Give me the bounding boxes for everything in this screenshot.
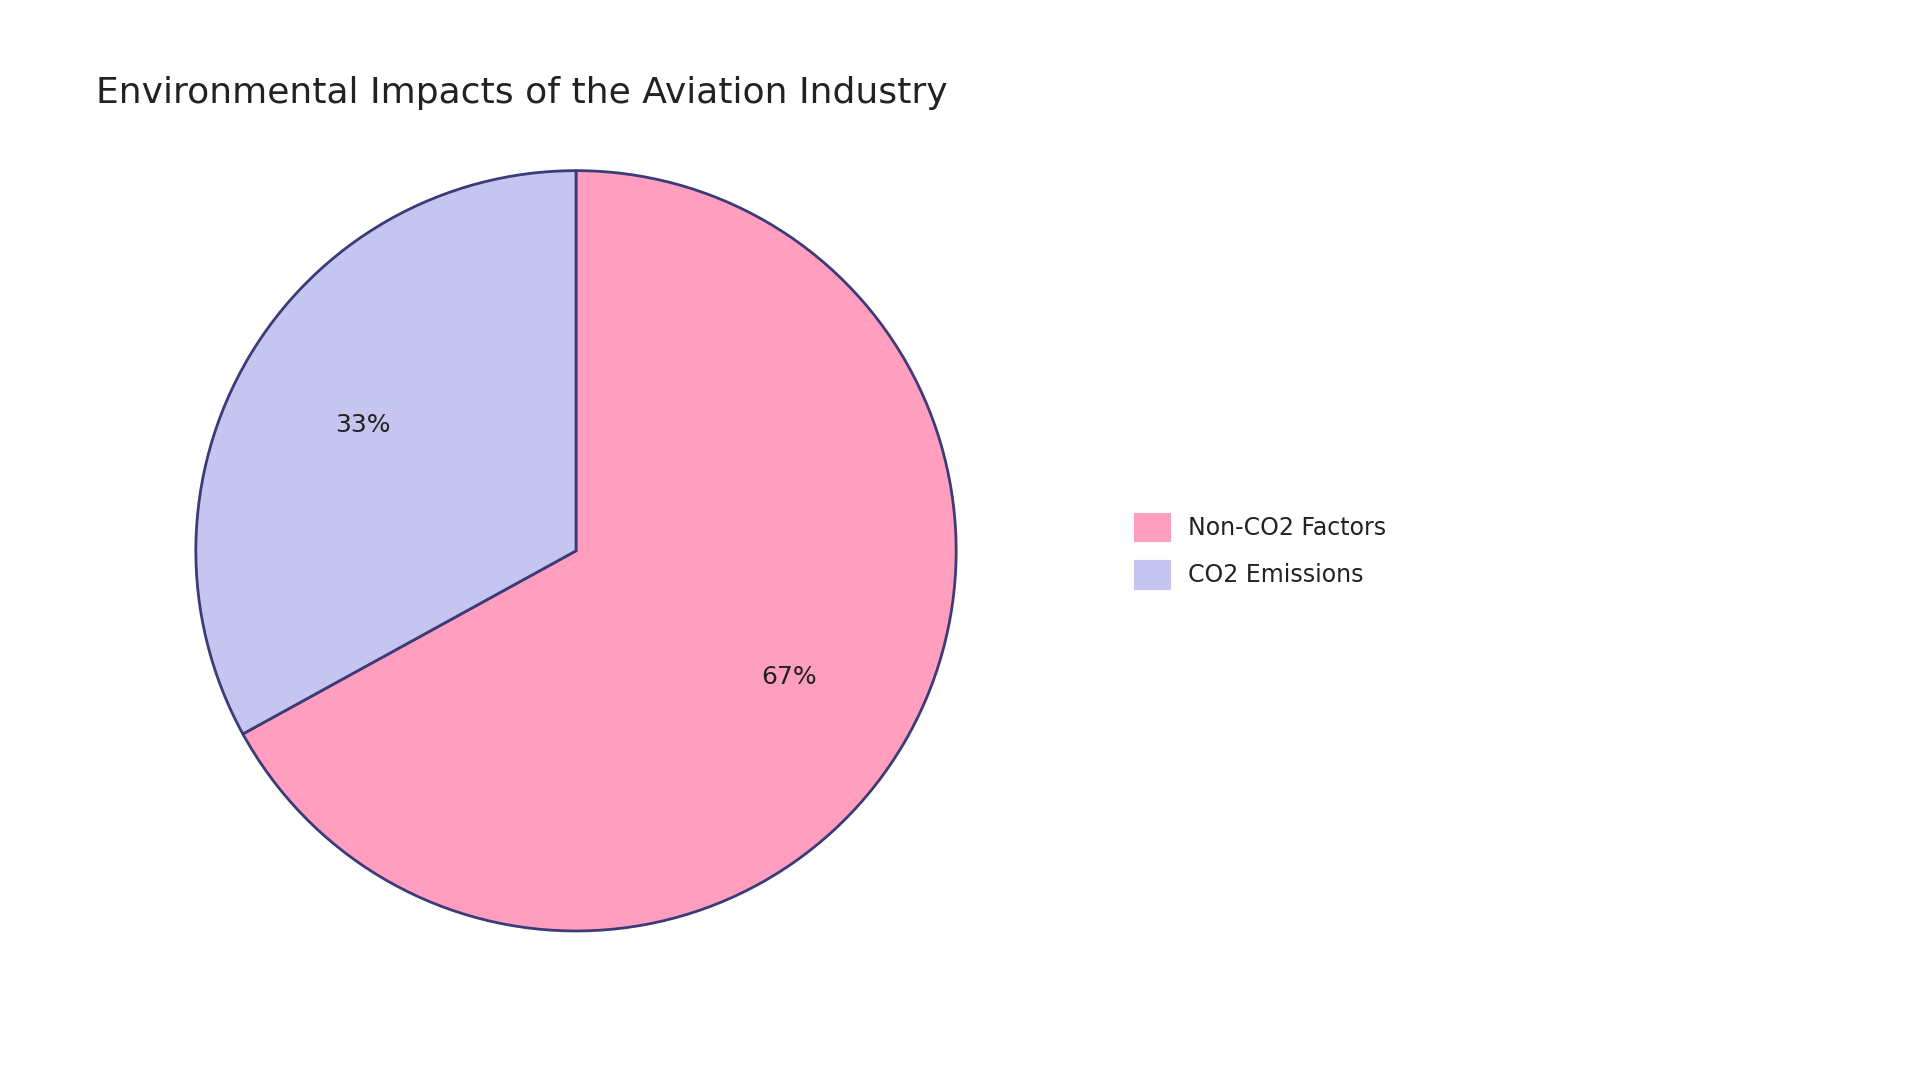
Text: 33%: 33% bbox=[336, 413, 392, 437]
Legend: Non-CO2 Factors, CO2 Emissions: Non-CO2 Factors, CO2 Emissions bbox=[1110, 489, 1409, 612]
Wedge shape bbox=[242, 171, 956, 931]
Text: 67%: 67% bbox=[760, 664, 816, 689]
Wedge shape bbox=[196, 171, 576, 734]
Text: Environmental Impacts of the Aviation Industry: Environmental Impacts of the Aviation In… bbox=[96, 76, 948, 109]
